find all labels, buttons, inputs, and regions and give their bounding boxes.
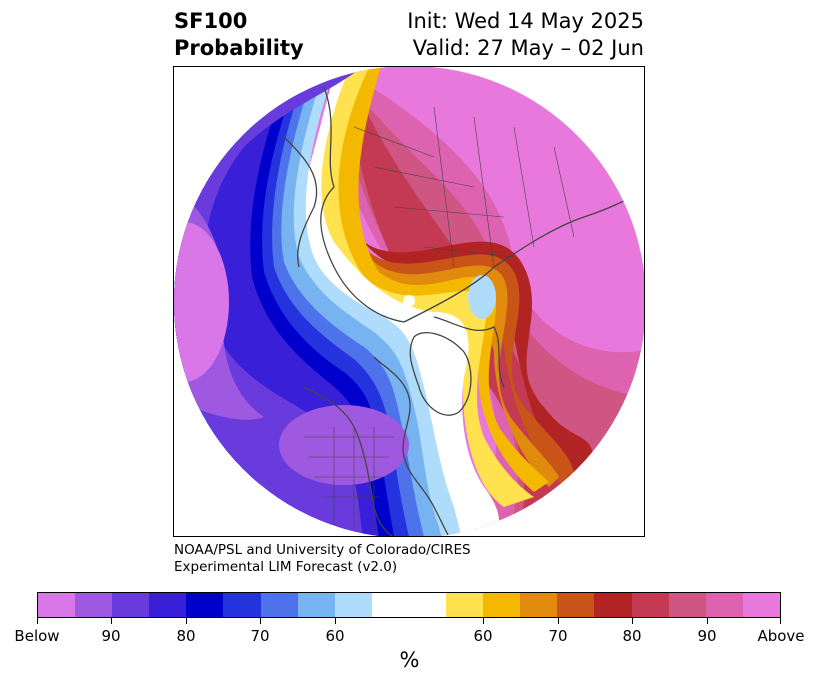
colorbar-swatch	[557, 593, 595, 617]
coast-europe	[320, 86, 405, 323]
colorbar-tick	[335, 618, 336, 624]
region-below-extreme-west	[174, 222, 229, 382]
colorbar-swatch	[520, 593, 558, 617]
colorbar-swatch	[371, 593, 409, 617]
valid-range: Valid: 27 May – 02 Jun	[412, 36, 644, 60]
coast-arctic	[433, 316, 505, 388]
colorbar-swatch	[631, 593, 669, 617]
colorbar	[37, 592, 781, 618]
colorbar-swatch	[223, 593, 261, 617]
colorbar-tick-label: Above	[757, 627, 805, 645]
forecast-dates: Init: Wed 14 May 2025 Valid: 27 May – 02…	[407, 8, 644, 62]
title-field-name: SF100	[174, 9, 248, 33]
colorbar-swatch	[668, 593, 706, 617]
colorbar-swatch	[705, 593, 743, 617]
coast-canada	[373, 356, 455, 536]
colorbar-swatch	[149, 593, 187, 617]
colorbar-tick-label: Below	[14, 627, 60, 645]
colorbar-swatch	[742, 593, 780, 617]
colorbar-swatch	[186, 593, 224, 617]
colorbar-tick-label: 90	[101, 627, 121, 645]
borders-usa	[304, 427, 394, 532]
colorbar-tick-label: 80	[622, 627, 642, 645]
colorbar-swatch	[38, 593, 76, 617]
colorbar-tick	[707, 618, 708, 624]
colorbar-swatch	[446, 593, 484, 617]
credit-text: NOAA/PSL and University of Colorado/CIRE…	[174, 542, 471, 576]
colorbar-ticks: Below 90 80 70 60 60 70 80 90 Above	[14, 618, 805, 648]
colorbar-tick-label: 90	[697, 627, 717, 645]
coast-asia	[403, 186, 644, 323]
colorbar-tick	[111, 618, 112, 624]
credit-line-1: NOAA/PSL and University of Colorado/CIRE…	[174, 542, 471, 558]
colorbar-tick-label: 80	[176, 627, 196, 645]
credit-line-2: Experimental LIM Forecast (v2.0)	[174, 559, 398, 575]
region-below-90-north-america	[279, 405, 409, 485]
coast-mediterranean	[283, 136, 318, 268]
probability-contours	[174, 67, 644, 536]
colorbar-tick	[558, 618, 559, 624]
borders-europe	[353, 106, 575, 268]
region-above-65	[334, 67, 559, 487]
region-neutral	[284, 67, 500, 536]
colorbar-tick	[186, 618, 187, 624]
coastlines	[283, 86, 644, 536]
colorbar-tick	[780, 618, 781, 624]
colorbar-tick-label: 70	[548, 627, 568, 645]
colorbar-tick	[483, 618, 484, 624]
colorbar-swatch	[297, 593, 335, 617]
colorbar-unit: %	[399, 648, 420, 672]
probability-map	[174, 67, 644, 536]
title-field-type: Probability	[174, 36, 304, 60]
colorbar-tick	[260, 618, 261, 624]
colorbar-tick-label: 60	[473, 627, 493, 645]
colorbar-swatch	[75, 593, 113, 617]
region-below-55-arctic	[468, 275, 496, 319]
colorbar-swatch	[594, 593, 632, 617]
coast-usa	[303, 386, 405, 536]
init-date: Init: Wed 14 May 2025	[407, 9, 644, 33]
colorbar-swatch	[408, 593, 447, 617]
colorbar-swatch	[112, 593, 150, 617]
colorbar-swatch	[260, 593, 298, 617]
colorbar-tick-label: 70	[250, 627, 270, 645]
colorbar-tick	[37, 618, 38, 624]
map-title: SF100 Probability	[174, 8, 304, 62]
colorbar-tick-label: 60	[325, 627, 345, 645]
polar-map	[173, 66, 645, 537]
colorbar-swatch	[334, 593, 372, 617]
coast-greenland	[409, 332, 472, 416]
region-neutral-dot	[403, 295, 415, 307]
colorbar-tick	[632, 618, 633, 624]
colorbar-swatch	[483, 593, 521, 617]
